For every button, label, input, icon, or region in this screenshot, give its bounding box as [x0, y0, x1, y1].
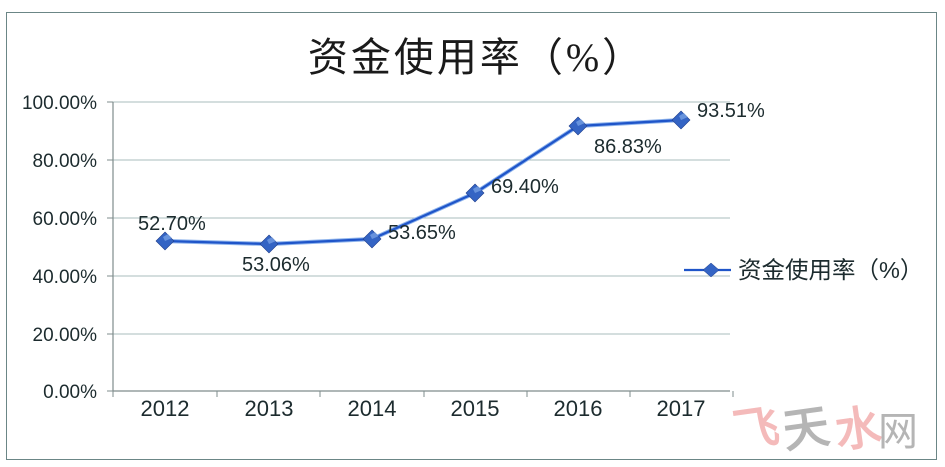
svg-text:2012: 2012 — [141, 396, 190, 421]
svg-text:资金使用率（%）: 资金使用率（%） — [738, 257, 923, 283]
svg-text:网: 网 — [878, 410, 918, 454]
svg-text:2013: 2013 — [245, 396, 294, 421]
svg-text:80.00%: 80.00% — [33, 151, 98, 172]
svg-text:2017: 2017 — [657, 396, 706, 421]
svg-text:53.06%: 53.06% — [242, 254, 310, 276]
svg-text:93.51%: 93.51% — [697, 100, 765, 122]
svg-text:69.40%: 69.40% — [491, 176, 559, 198]
svg-text:天: 天 — [780, 400, 833, 458]
svg-text:2015: 2015 — [451, 396, 500, 421]
svg-text:2016: 2016 — [554, 396, 603, 421]
svg-text:60.00%: 60.00% — [33, 209, 98, 230]
svg-text:20.00%: 20.00% — [33, 325, 98, 346]
svg-text:40.00%: 40.00% — [33, 267, 98, 288]
svg-text:0.00%: 0.00% — [43, 382, 97, 403]
svg-text:86.83%: 86.83% — [594, 136, 662, 158]
svg-text:飞: 飞 — [730, 400, 783, 458]
svg-text:52.70%: 52.70% — [138, 213, 206, 235]
svg-text:53.65%: 53.65% — [388, 222, 456, 244]
svg-text:2014: 2014 — [348, 396, 397, 421]
svg-text:100.00%: 100.00% — [22, 93, 97, 114]
